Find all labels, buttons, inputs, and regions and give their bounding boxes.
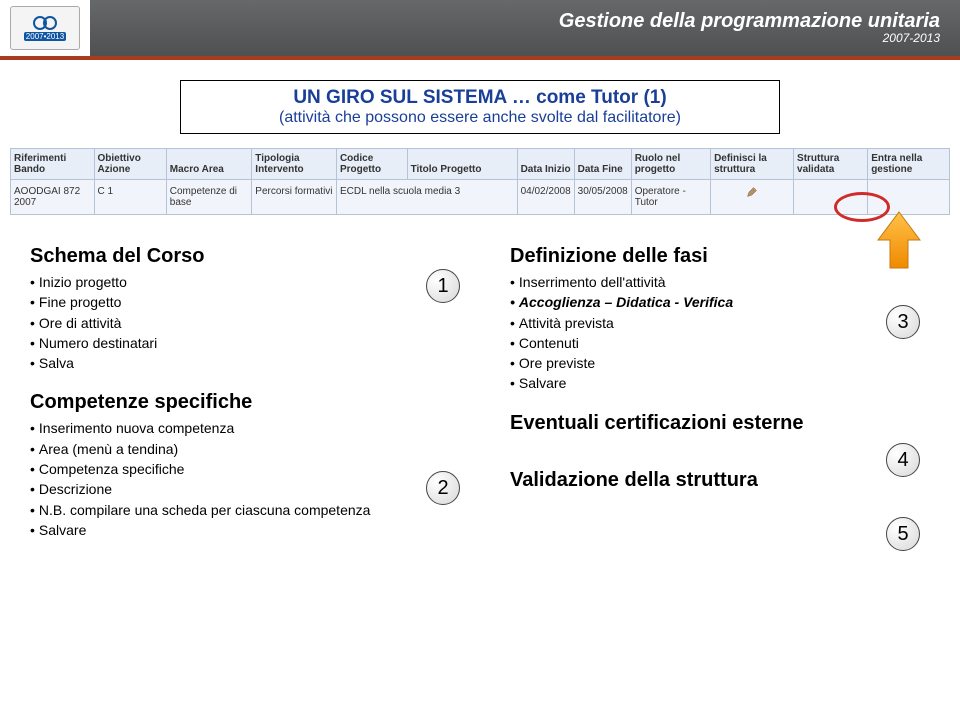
th: Macro Area [166,149,252,180]
header-title-text: Gestione della programmazione unitaria [559,10,940,32]
title-sub: (attività che possono essere anche svolt… [191,109,769,127]
competenze-title: Competenze specifiche [30,391,450,414]
list-item: Salvare [30,520,450,540]
definizione-fasi-title: Definizione delle fasi [510,245,930,268]
th: Data Fine [574,149,631,180]
td-icon[interactable] [711,180,794,215]
th: Titolo Progetto [407,149,517,180]
badge-5: 5 [886,517,920,551]
th: Ruolo nel progetto [631,149,710,180]
th: Definisci la struttura [711,149,794,180]
td: Percorsi formativi [252,180,337,215]
th: Codice Progetto [336,149,407,180]
list-item: N.B. compilare una scheda per ciascuna c… [30,500,450,520]
td: AOODGAI 872 2007 [11,180,95,215]
badge-1: 1 [426,269,460,303]
th: Data Inizio [517,149,574,180]
list-item: Numero destinatari [30,333,450,353]
list-item: Inserrimento dell'attività [510,272,930,292]
td: Competenze di base [166,180,252,215]
badge-3: 3 [886,305,920,339]
list-item: Fine progetto [30,292,450,312]
validazione-title: Validazione della struttura [510,469,930,492]
edit-icon [746,186,758,198]
list-item: Inizio progetto [30,272,450,292]
header-band: Gestione della programmazione unitaria 2… [90,0,960,56]
th: Riferimenti Bando [11,149,95,180]
th: Tipologia Intervento [252,149,337,180]
left-column: Schema del Corso Inizio progetto Fine pr… [30,245,450,540]
list-item: Area (menù a tendina) [30,439,450,459]
certificazioni-title: Eventuali certificazioni esterne [510,412,810,435]
title-main: UN GIRO SUL SISTEMA … come Tutor (1) [191,87,769,109]
app-header: 2007•2013 Gestione della programmazione … [0,0,960,60]
list-item: Attività prevista [510,313,930,333]
th: Struttura validata [794,149,868,180]
definizione-fasi-list: Inserrimento dell'attività Accoglienza –… [510,272,930,394]
td: 04/02/2008 [517,180,574,215]
competenze-list: Inserimento nuova competenza Area (menù … [30,418,450,540]
badge-4: 4 [886,443,920,477]
table-row[interactable]: AOODGAI 872 2007 C 1 Competenze di base … [11,180,950,215]
title-box: UN GIRO SUL SISTEMA … come Tutor (1) (at… [180,80,780,134]
list-item: Ore di attività [30,313,450,333]
td: Operatore - Tutor [631,180,710,215]
th: Obiettivo Azione [94,149,166,180]
td: C 1 [94,180,166,215]
table-header-row: Riferimenti Bando Obiettivo Azione Macro… [11,149,950,180]
header-title: Gestione della programmazione unitaria 2… [559,10,940,45]
content-columns: Schema del Corso Inizio progetto Fine pr… [0,215,960,540]
logo-year: 2007•2013 [24,32,66,41]
schema-corso-title: Schema del Corso [30,245,450,268]
list-item: Salva [30,353,450,373]
list-item: Accoglienza – Didatica - Verifica [510,292,930,312]
header-years: 2007-2013 [559,32,940,45]
right-column: Definizione delle fasi Inserrimento dell… [510,245,930,540]
list-item: Contenuti [510,333,930,353]
projects-table: Riferimenti Bando Obiettivo Azione Macro… [10,148,950,215]
list-item: Competenza specifiche [30,459,450,479]
td: ECDL nella scuola media 3 [336,180,517,215]
badge-2: 2 [426,471,460,505]
list-item: Ore previste [510,353,930,373]
logo: 2007•2013 [10,6,80,50]
th: Entra nella gestione [868,149,950,180]
list-item: Inserimento nuova competenza [30,418,450,438]
list-item: Salvare [510,373,930,393]
list-item: Descrizione [30,479,450,499]
schema-corso-list: Inizio progetto Fine progetto Ore di att… [30,272,450,373]
td: 30/05/2008 [574,180,631,215]
